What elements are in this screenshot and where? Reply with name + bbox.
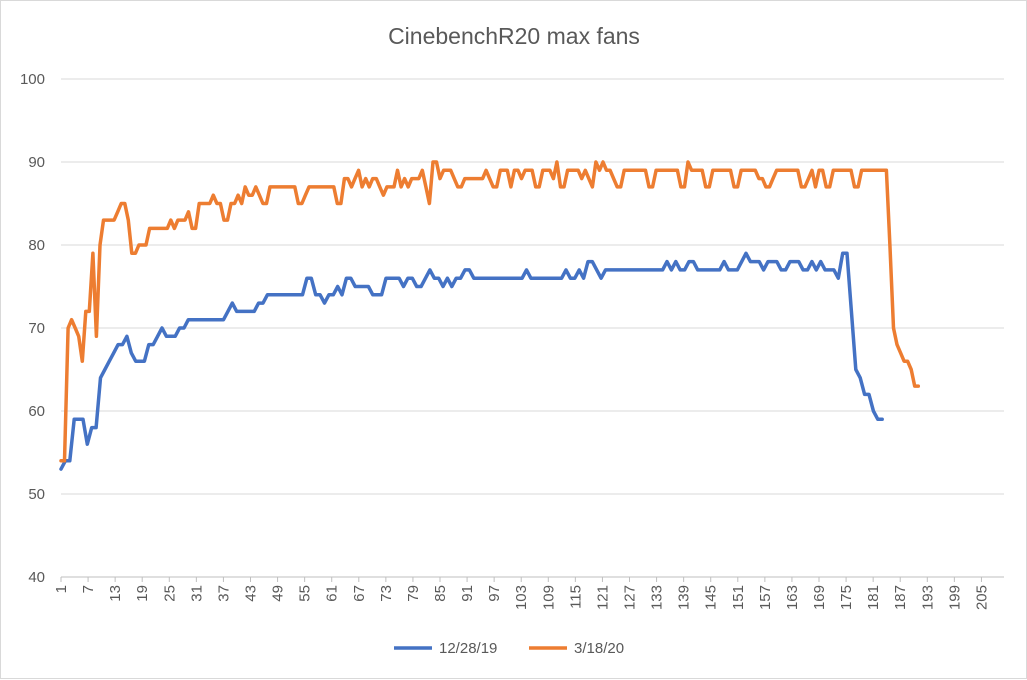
x-tick-label: 103 (513, 585, 530, 610)
x-tick-label: 205 (973, 585, 990, 610)
x-tick-label: 19 (134, 585, 151, 602)
y-tick-label: 50 (28, 486, 45, 503)
y-tick-label: 40 (28, 569, 45, 586)
x-tick-label: 91 (459, 585, 476, 602)
x-tick-label: 187 (892, 585, 909, 610)
x-tick-label: 43 (243, 585, 260, 602)
x-tick-label: 109 (540, 585, 557, 610)
x-tick-label: 163 (784, 585, 801, 610)
series-line-2 (59, 160, 921, 463)
x-tick-label: 31 (188, 585, 205, 602)
chart-title: CinebenchR20 max fans (388, 23, 640, 49)
x-tick-label: 67 (351, 585, 368, 602)
series-line-1 (59, 251, 884, 471)
x-tick-label: 85 (432, 585, 449, 602)
x-tick-label: 55 (297, 585, 314, 602)
x-tick-label: 193 (919, 585, 936, 610)
x-tick-label: 97 (486, 585, 503, 602)
y-tick-label: 90 (28, 154, 45, 171)
legend: 12/28/19 3/18/20 (394, 640, 624, 657)
x-tick-label: 37 (215, 585, 232, 602)
x-axis: 1 7 13 19 25 31 37 43 49 55 61 67 73 79 85 91 97 103 109 11… (53, 576, 1004, 610)
x-tick-label: 13 (107, 585, 124, 602)
series-layer (59, 160, 921, 471)
x-tick-label: 199 (946, 585, 963, 610)
y-tick-label: 100 (20, 71, 45, 88)
x-tick-label: 115 (567, 585, 584, 609)
x-tick-label: 139 (676, 585, 693, 610)
x-tick-label: 79 (405, 585, 422, 602)
x-tick-label: 121 (594, 585, 611, 610)
x-tick-label: 127 (622, 585, 639, 610)
y-tick-label: 60 (28, 403, 45, 420)
legend-label-2: 3/18/20 (574, 640, 624, 657)
x-tick-label: 7 (80, 585, 97, 593)
x-tick-label: 61 (324, 585, 341, 602)
x-tick-label: 175 (838, 585, 855, 610)
y-tick-label: 80 (28, 237, 45, 254)
x-tick-label: 169 (811, 585, 828, 610)
x-tick-label: 181 (865, 585, 882, 610)
y-axis-ticks: 40 50 60 70 80 90 100 (20, 71, 45, 586)
x-tick-label: 73 (378, 585, 395, 602)
legend-label-1: 12/28/19 (439, 640, 497, 657)
x-tick-label: 157 (757, 585, 774, 610)
x-tick-label: 1 (53, 585, 70, 593)
x-tick-label: 49 (270, 585, 287, 602)
y-tick-label: 70 (28, 320, 45, 337)
gridlines (61, 78, 1004, 495)
x-tick-label: 25 (161, 585, 178, 602)
x-tick-label: 151 (730, 585, 747, 610)
x-tick-label: 133 (649, 585, 666, 610)
x-tick-label: 145 (703, 585, 720, 610)
